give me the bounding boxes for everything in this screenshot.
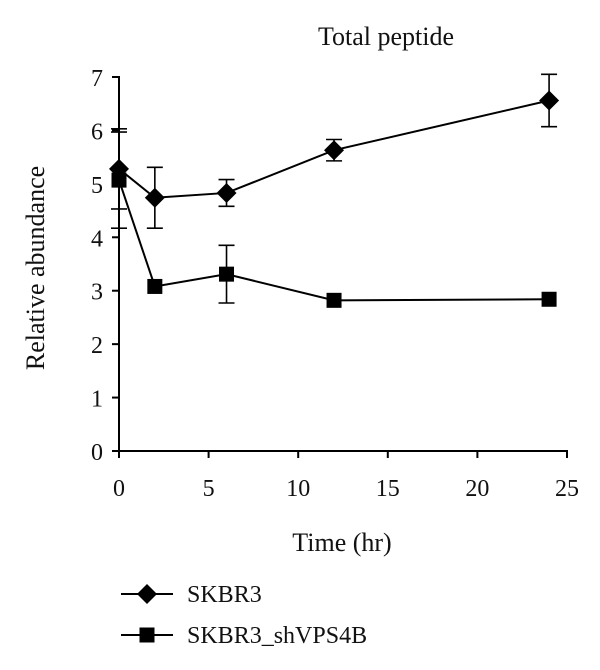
chart-title: Total peptide <box>318 22 454 51</box>
legend-label-skbr3-shvps4b: SKBR3_shVPS4B <box>187 623 367 649</box>
y-tick-label: 1 <box>91 387 103 413</box>
y-tick-label: 2 <box>91 333 103 359</box>
data-point-skbr3-shvps4b <box>541 291 557 307</box>
data-point-skbr3 <box>216 182 237 203</box>
data-point-skbr3 <box>144 187 165 208</box>
y-tick-label: 0 <box>91 440 103 466</box>
y-axis-label: Relative abundance <box>21 166 50 370</box>
data-point-skbr3-shvps4b <box>219 266 235 282</box>
x-tick-label: 25 <box>555 476 579 502</box>
x-tick-label: 0 <box>113 476 125 502</box>
legend-marker-skbr3-shvps4b <box>139 627 155 643</box>
series-skbr3-shvps4b <box>111 131 557 308</box>
series-line-skbr3-shvps4b <box>118 179 550 302</box>
data-point-skbr3-shvps4b <box>326 292 342 308</box>
series-skbr3 <box>109 73 560 230</box>
legend: SKBR3 SKBR3_shVPS4B <box>121 582 367 649</box>
plot-area: 0 5 10 15 20 25 0 1 2 3 4 5 6 7 <box>91 66 579 502</box>
y-tick-label: 3 <box>91 280 103 306</box>
legend-item-skbr3-shvps4b: SKBR3_shVPS4B <box>121 623 367 649</box>
y-tick-label: 6 <box>91 119 103 145</box>
legend-marker-skbr3 <box>137 584 157 604</box>
x-axis-label: Time (hr) <box>292 528 391 557</box>
x-tick-label: 15 <box>376 476 400 502</box>
legend-item-skbr3: SKBR3 <box>121 582 262 608</box>
data-point-skbr3 <box>539 90 560 111</box>
data-point-skbr3 <box>324 140 345 161</box>
y-tick-label: 7 <box>91 66 103 92</box>
y-tick-label: 5 <box>91 173 103 199</box>
legend-label-skbr3: SKBR3 <box>187 582 262 608</box>
data-point-skbr3-shvps4b <box>147 278 163 294</box>
x-tick-label: 20 <box>465 476 489 502</box>
data-point-skbr3-shvps4b <box>111 172 127 188</box>
x-tick-label: 5 <box>203 476 215 502</box>
y-tick-label: 4 <box>91 226 103 252</box>
x-tick-label: 10 <box>286 476 310 502</box>
